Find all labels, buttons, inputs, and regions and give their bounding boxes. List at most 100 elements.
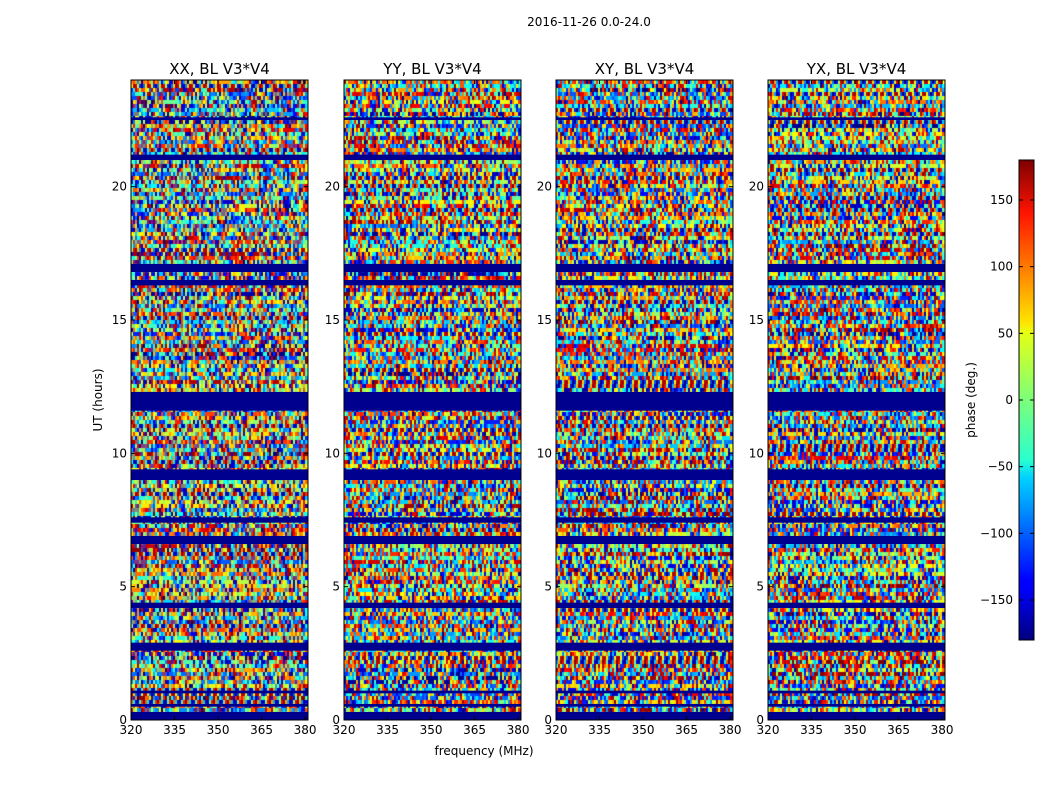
- y-tick-label: 5: [756, 580, 764, 594]
- panels: XX, BL V3*V4 320 335 350 365 380 0 5 10 15 20 YY, B…: [112, 60, 954, 737]
- y-tick-label: 0: [544, 713, 552, 727]
- x-tick-label: 365: [675, 723, 698, 737]
- flagged-band: [556, 264, 733, 272]
- y-tick-label: 0: [332, 713, 340, 727]
- panel-title: XX, BL V3*V4: [169, 60, 270, 78]
- panel-frame: [555, 79, 734, 721]
- flagged-band: [768, 392, 945, 411]
- flagged-band: [768, 536, 945, 544]
- flagged-band: [344, 690, 521, 694]
- colorbar-tick-label: −50: [988, 460, 1013, 474]
- flagged-band: [344, 280, 521, 286]
- x-tick-label: 365: [250, 723, 273, 737]
- x-tick-label: 365: [463, 723, 486, 737]
- y-tick-label: 5: [332, 580, 340, 594]
- flagged-band: [344, 704, 521, 707]
- flagged-band: [556, 117, 733, 120]
- y-tick-label: 10: [749, 446, 764, 460]
- flagged-band: [131, 536, 308, 544]
- flagged-band: [768, 642, 945, 651]
- y-tick-label: 15: [749, 313, 764, 327]
- flagged-band: [768, 517, 945, 523]
- flagged-band: [344, 536, 521, 544]
- flagged-band: [768, 712, 945, 720]
- figure-suptitle: 2016-11-26 0.0-24.0: [527, 15, 651, 29]
- panel-frame: [130, 79, 309, 721]
- flagged-band: [344, 602, 521, 608]
- x-tick-label: 380: [294, 723, 317, 737]
- y-tick-label: 10: [537, 446, 552, 460]
- flagged-band: [131, 469, 308, 480]
- flagged-band: [556, 469, 733, 480]
- flagged-band: [556, 392, 733, 411]
- flagged-band: [344, 642, 521, 651]
- flagged-band: [556, 690, 733, 694]
- flagged-band: [556, 642, 733, 651]
- x-tick-label: 335: [163, 723, 186, 737]
- flagged-band: [131, 154, 308, 160]
- x-tick-label: 380: [507, 723, 530, 737]
- y-tick-label: 10: [325, 446, 340, 460]
- flagged-band: [768, 602, 945, 608]
- colorbar-tick-label: −100: [980, 526, 1013, 540]
- flagged-band: [768, 280, 945, 286]
- flagged-band: [768, 117, 945, 120]
- x-tick-label: 335: [800, 723, 823, 737]
- x-tick-label: 320: [333, 723, 356, 737]
- panel-frame: [767, 79, 946, 721]
- y-tick-label: 5: [544, 580, 552, 594]
- colorbar-tick-label: 50: [998, 326, 1013, 340]
- y-tick-label: 10: [112, 446, 127, 460]
- y-tick-label: 0: [119, 713, 127, 727]
- y-tick-label: 20: [537, 180, 552, 194]
- panel-title: YY, BL V3*V4: [382, 60, 481, 78]
- y-tick-label: 20: [112, 180, 127, 194]
- colorbar: 150 100 50 0 −50 −100 −150: [980, 159, 1035, 641]
- y-tick-label: 20: [749, 180, 764, 194]
- x-tick-label: 335: [376, 723, 399, 737]
- y-tick-label: 15: [325, 313, 340, 327]
- flagged-band: [131, 264, 308, 272]
- panel-frame: [343, 79, 522, 721]
- x-tick-label: 350: [844, 723, 867, 737]
- flagged-band: [131, 392, 308, 411]
- flagged-band: [556, 280, 733, 286]
- flagged-band: [768, 690, 945, 694]
- flagged-band: [131, 117, 308, 120]
- flagged-band: [131, 704, 308, 707]
- flagged-band: [131, 690, 308, 694]
- flagged-band: [768, 154, 945, 160]
- y-tick-label: 15: [537, 313, 552, 327]
- panel-title: YX, BL V3*V4: [806, 60, 907, 78]
- flagged-band: [556, 704, 733, 707]
- panel-yx: YX, BL V3*V4 320 335 350 365 380 0 5 10 15 20: [749, 60, 954, 737]
- y-tick-label: 5: [119, 580, 127, 594]
- x-tick-label: 380: [719, 723, 742, 737]
- flagged-band: [556, 154, 733, 160]
- flagged-band: [344, 712, 521, 720]
- y-tick-label: 15: [112, 313, 127, 327]
- y-axis-label: UT (hours): [91, 368, 105, 431]
- flagged-band: [556, 602, 733, 608]
- x-tick-label: 320: [757, 723, 780, 737]
- colorbar-tick-label: 150: [990, 193, 1013, 207]
- flagged-band: [131, 602, 308, 608]
- x-tick-label: 320: [545, 723, 568, 737]
- panel-yy: YY, BL V3*V4 320 335 350 365 380 0 5 10 15 20: [325, 60, 530, 737]
- flagged-band: [768, 264, 945, 272]
- flagged-band: [556, 517, 733, 523]
- colorbar-label: phase (deg.): [964, 362, 978, 438]
- x-axis-label: frequency (MHz): [434, 744, 533, 758]
- panel-xx: XX, BL V3*V4 320 335 350 365 380 0 5 10 15 20: [112, 60, 317, 737]
- flagged-band: [556, 712, 733, 720]
- flagged-band: [768, 469, 945, 480]
- flagged-band: [131, 712, 308, 720]
- x-tick-label: 365: [887, 723, 910, 737]
- flagged-band: [131, 517, 308, 523]
- colorbar-tick-label: 0: [1005, 393, 1013, 407]
- flagged-band: [344, 469, 521, 480]
- flagged-band: [344, 264, 521, 272]
- panel-xy: XY, BL V3*V4 320 335 350 365 380 0 5 10 15 20: [537, 60, 742, 737]
- flagged-band: [768, 704, 945, 707]
